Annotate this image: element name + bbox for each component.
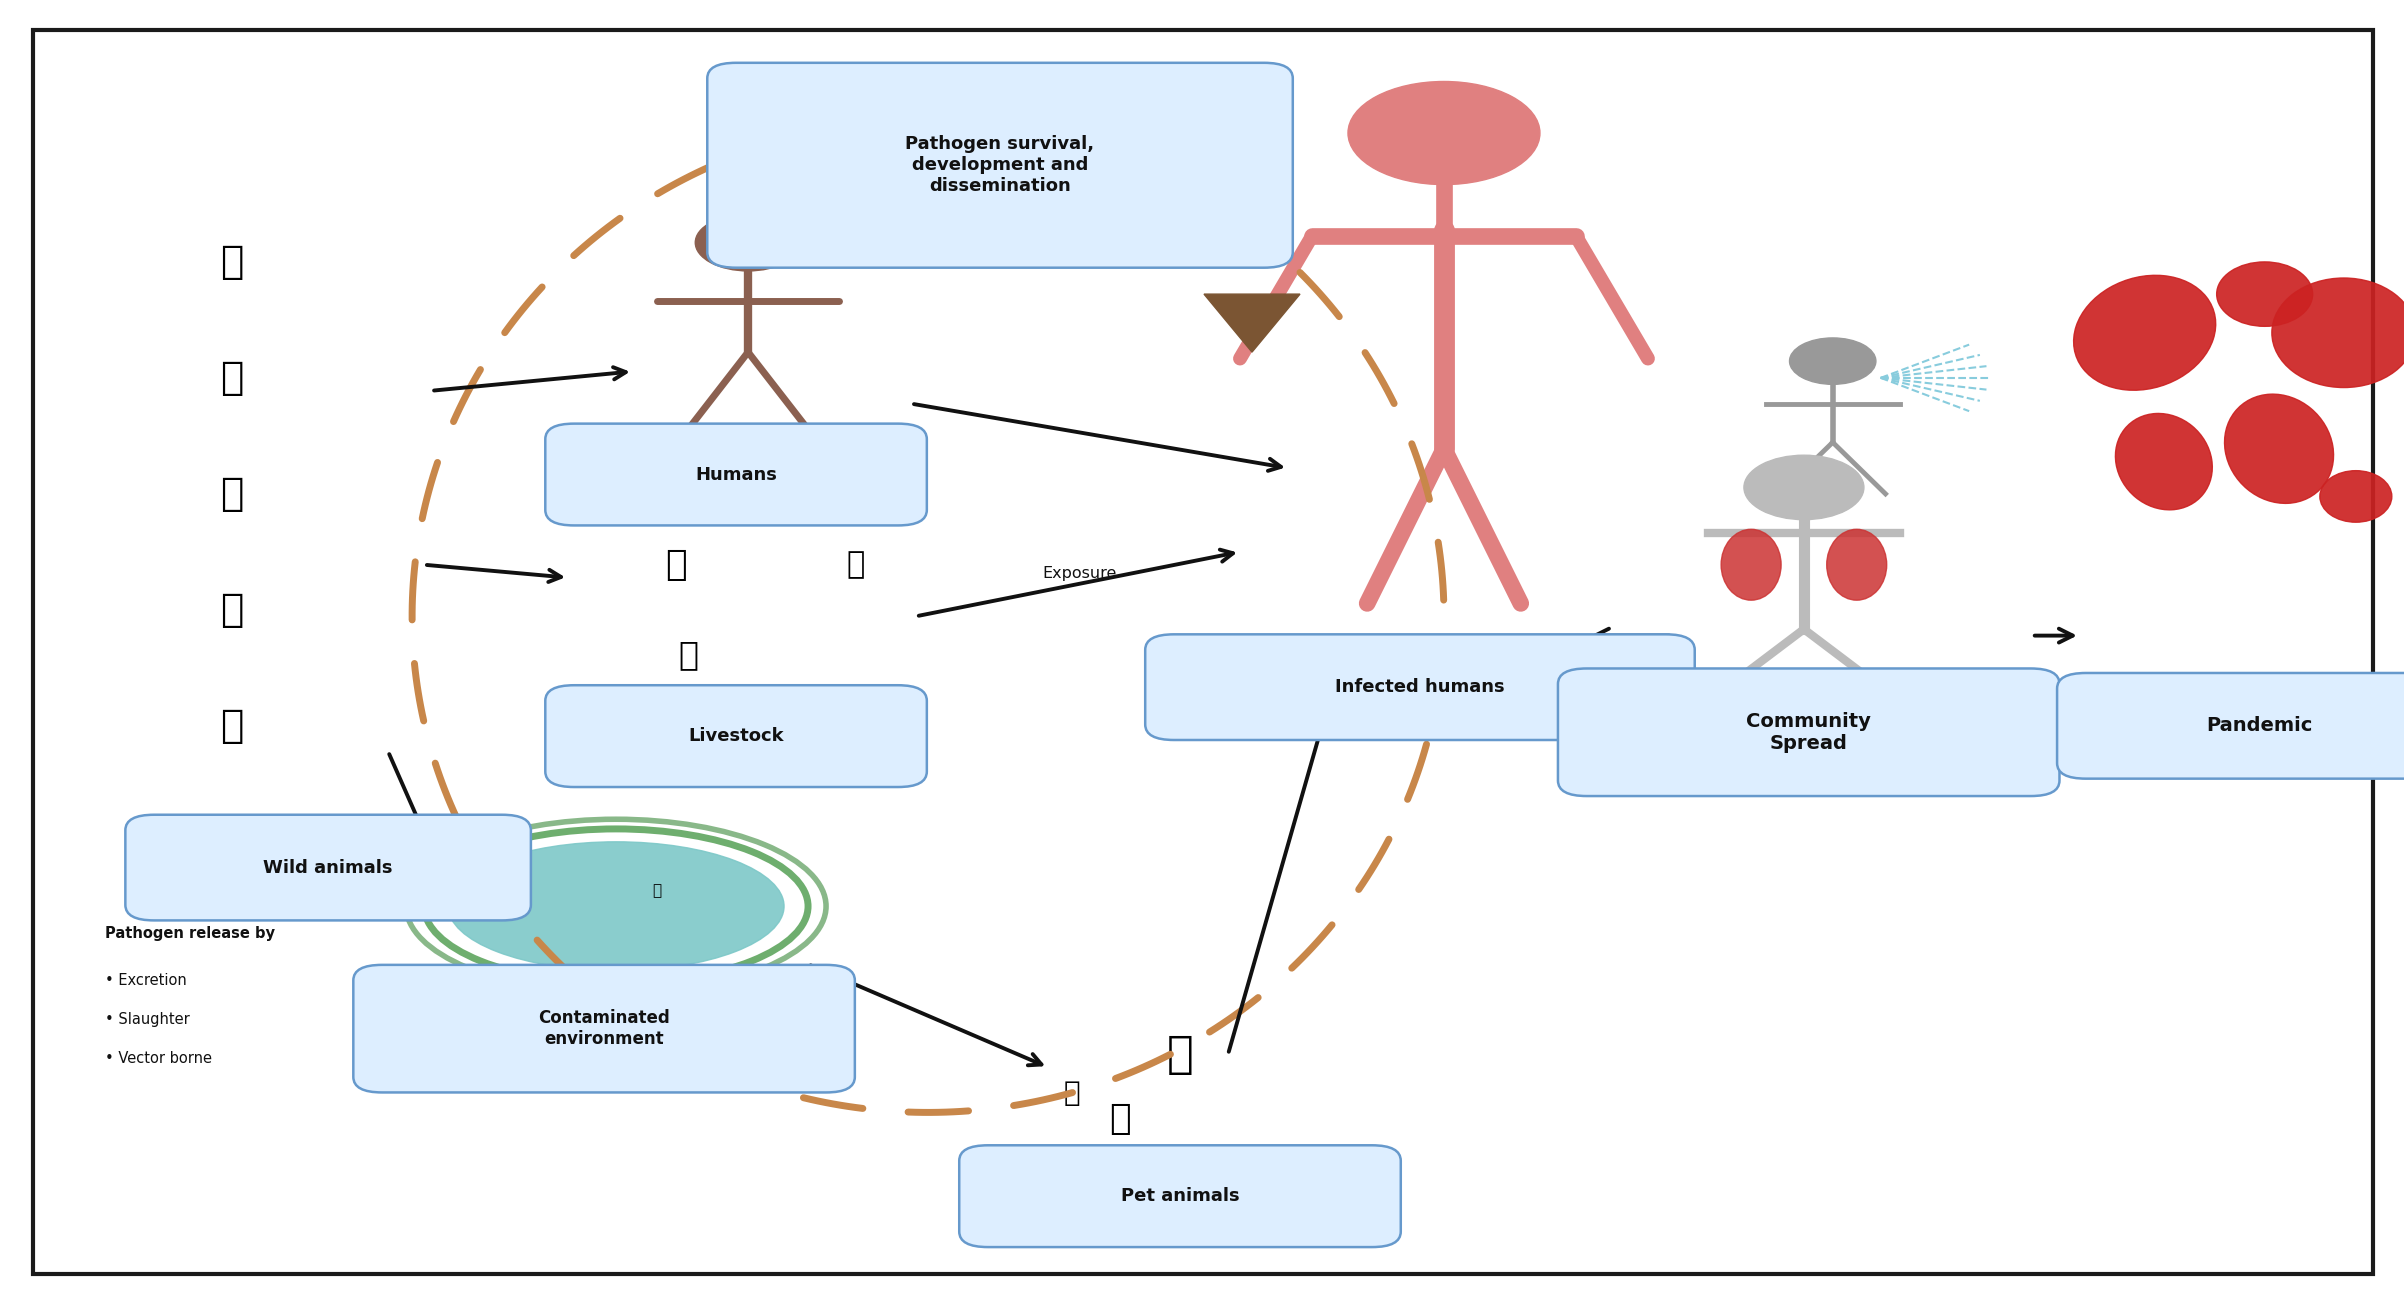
Text: 🦡: 🦡	[222, 475, 243, 512]
Text: Pathogen survival,
development and
dissemination: Pathogen survival, development and disse…	[905, 135, 1096, 195]
Ellipse shape	[2319, 471, 2391, 523]
Text: Exposure: Exposure	[1043, 567, 1117, 581]
Text: Pathogen release by: Pathogen release by	[106, 926, 275, 940]
Ellipse shape	[2218, 262, 2312, 327]
FancyBboxPatch shape	[958, 1145, 1401, 1248]
FancyBboxPatch shape	[34, 30, 2372, 1274]
Text: 🦊: 🦊	[222, 707, 243, 744]
FancyBboxPatch shape	[125, 815, 530, 921]
Text: Community
Spread: Community Spread	[1746, 712, 1871, 752]
Ellipse shape	[2225, 394, 2333, 503]
Polygon shape	[1204, 294, 1300, 351]
Ellipse shape	[2114, 414, 2213, 510]
Text: 🐍: 🐍	[222, 591, 243, 629]
FancyBboxPatch shape	[544, 424, 927, 525]
Text: 🐕: 🐕	[1165, 1032, 1194, 1077]
Ellipse shape	[2073, 275, 2215, 390]
FancyBboxPatch shape	[354, 965, 855, 1092]
Text: 🐓: 🐓	[848, 550, 864, 580]
Ellipse shape	[1828, 529, 1888, 601]
Text: 🦜: 🦜	[1064, 1079, 1081, 1108]
Text: • Vector borne: • Vector borne	[106, 1051, 212, 1066]
Text: 🐈: 🐈	[1110, 1102, 1132, 1136]
FancyBboxPatch shape	[1146, 634, 1695, 741]
Text: • Slaughter: • Slaughter	[106, 1012, 190, 1027]
Text: Pet animals: Pet animals	[1120, 1187, 1240, 1205]
FancyBboxPatch shape	[544, 685, 927, 787]
Circle shape	[1743, 455, 1864, 520]
Text: Contaminated
environment: Contaminated environment	[539, 1009, 669, 1048]
Text: 🐊: 🐊	[653, 883, 662, 899]
Text: 🐄: 🐄	[665, 547, 686, 582]
Text: 🐷: 🐷	[679, 638, 698, 672]
Ellipse shape	[448, 842, 785, 970]
Text: 🦇: 🦇	[222, 243, 243, 281]
FancyBboxPatch shape	[1558, 668, 2059, 796]
Text: • Excretion: • Excretion	[106, 973, 188, 988]
Text: Wild animals: Wild animals	[262, 859, 393, 877]
FancyBboxPatch shape	[2056, 673, 2408, 778]
Circle shape	[696, 214, 802, 271]
Text: Livestock: Livestock	[689, 728, 785, 746]
Ellipse shape	[1722, 529, 1782, 601]
Text: Pandemic: Pandemic	[2206, 716, 2314, 735]
Text: Infected humans: Infected humans	[1334, 678, 1505, 696]
Circle shape	[1789, 339, 1876, 384]
Text: Humans: Humans	[696, 466, 778, 484]
FancyBboxPatch shape	[708, 62, 1293, 267]
Circle shape	[1348, 82, 1541, 184]
Ellipse shape	[2271, 278, 2408, 388]
Text: 🦎: 🦎	[222, 359, 243, 397]
